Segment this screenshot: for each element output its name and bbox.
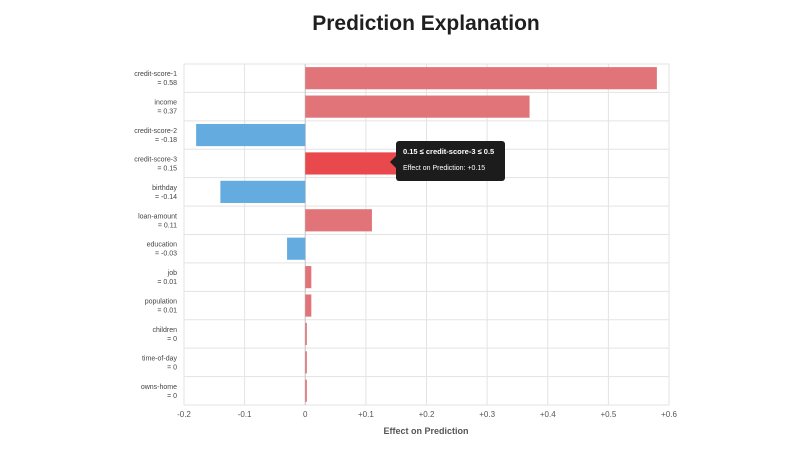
category-value: = -0.03 <box>155 251 177 258</box>
bar-credit-score-2[interactable] <box>196 123 306 147</box>
category-name: job <box>167 270 177 277</box>
category-value: = 0 <box>167 336 177 343</box>
category-name: credit-score-1 <box>134 71 177 78</box>
x-tick-label: -0.2 <box>177 410 191 419</box>
bar-credit-score-1[interactable] <box>305 67 657 90</box>
category-value: = 0.01 <box>157 308 177 315</box>
x-tick-label: +0.2 <box>419 410 435 419</box>
x-tick-label: -0.1 <box>238 410 252 419</box>
bar-time-of-day[interactable] <box>305 351 307 374</box>
category-name: population <box>145 299 177 306</box>
category-value: = 0.01 <box>157 279 177 286</box>
x-tick-label: +0.5 <box>600 410 616 419</box>
x-tick-label: 0 <box>303 410 308 419</box>
bar-owns-home[interactable] <box>305 379 307 402</box>
x-tick-label: +0.3 <box>479 410 495 419</box>
category-value: = 0 <box>167 393 177 400</box>
chart-title: Prediction Explanation <box>312 12 540 35</box>
bar-job[interactable] <box>305 266 312 289</box>
bar-children[interactable] <box>305 322 307 346</box>
bar-loan-amount[interactable] <box>305 209 372 232</box>
x-tick-label: +0.6 <box>661 410 677 419</box>
grid <box>183 63 670 406</box>
bar-population[interactable] <box>305 294 312 317</box>
category-name: income <box>154 100 177 107</box>
category-name: credit-score-3 <box>134 156 177 163</box>
tooltip: 0.15 ≤ credit-score-3 ≤ 0.5 Effect on Pr… <box>390 141 505 181</box>
x-tick-label: +0.1 <box>358 410 374 419</box>
category-value: = 0.15 <box>157 165 177 172</box>
tooltip-body: Effect on Prediction: +0.15 <box>403 165 486 172</box>
bars <box>196 67 657 402</box>
bar-income[interactable] <box>305 95 530 118</box>
x-tick-label: +0.4 <box>540 410 556 419</box>
category-name: children <box>152 327 177 334</box>
bar-birthday[interactable] <box>220 180 306 203</box>
category-value: = 0 <box>167 364 177 371</box>
category-name: owns-home <box>141 384 177 391</box>
tooltip-title: 0.15 ≤ credit-score-3 ≤ 0.5 <box>403 147 495 156</box>
category-value: = -0.18 <box>155 137 177 144</box>
category-value: = 0.58 <box>157 80 177 87</box>
bar-credit-score-3[interactable] <box>305 152 397 175</box>
category-labels: credit-score-1 = 0.58 income = 0.37 credit-s… <box>134 71 177 400</box>
category-name: birthday <box>152 185 177 192</box>
category-name: credit-score-2 <box>134 128 177 135</box>
bar-education[interactable] <box>287 237 306 260</box>
category-value: = 0.37 <box>157 109 177 116</box>
category-name: time-of-day <box>142 355 178 362</box>
category-value: = 0.11 <box>158 222 177 229</box>
x-tick-labels: -0.2 -0.1 0 +0.1 +0.2 +0.3 +0.4 +0.5 +0.6 <box>177 410 677 419</box>
category-value: = -0.14 <box>155 194 177 201</box>
category-name: loan-amount <box>138 213 177 220</box>
x-axis-title: Effect on Prediction <box>383 426 468 436</box>
category-name: education <box>147 242 177 249</box>
